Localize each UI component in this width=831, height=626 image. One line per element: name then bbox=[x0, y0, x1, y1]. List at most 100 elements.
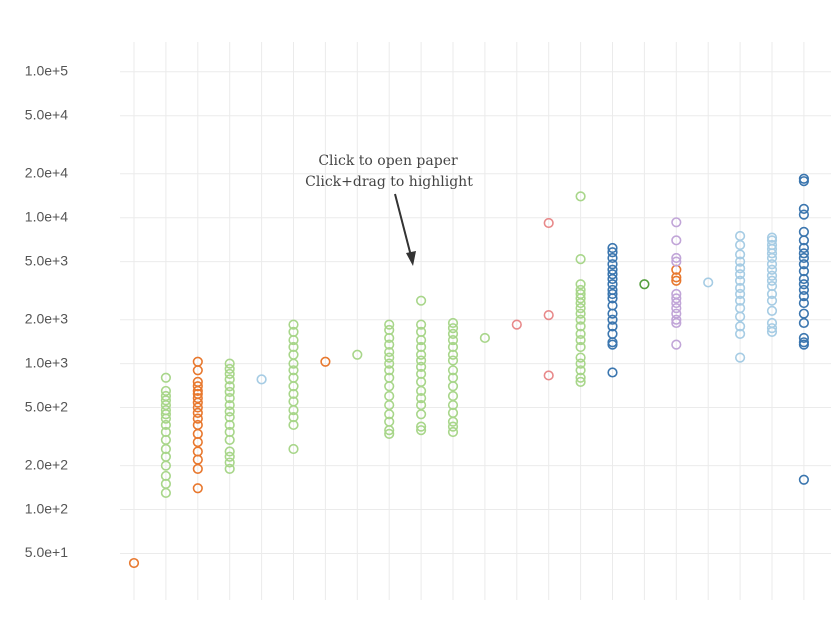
point bbox=[575, 297, 586, 309]
point bbox=[575, 376, 586, 387]
point bbox=[447, 328, 459, 339]
point bbox=[798, 209, 810, 220]
point bbox=[192, 402, 203, 413]
point bbox=[734, 328, 746, 339]
point bbox=[798, 297, 810, 309]
point bbox=[575, 308, 586, 319]
point bbox=[734, 269, 746, 280]
point bbox=[416, 334, 427, 346]
point bbox=[607, 242, 618, 254]
point bbox=[607, 321, 618, 332]
point bbox=[192, 365, 203, 376]
point bbox=[192, 397, 203, 408]
point bbox=[192, 413, 203, 424]
point bbox=[766, 295, 778, 306]
point bbox=[607, 259, 618, 270]
point bbox=[416, 409, 427, 420]
point bbox=[224, 457, 235, 468]
point bbox=[160, 385, 171, 397]
point bbox=[447, 365, 459, 376]
point bbox=[288, 405, 299, 416]
y-tick-label: 1.0e+2 bbox=[25, 500, 68, 516]
point bbox=[607, 367, 618, 378]
point bbox=[671, 303, 682, 314]
point bbox=[798, 474, 810, 485]
point bbox=[160, 395, 171, 406]
point bbox=[798, 284, 810, 296]
point bbox=[192, 436, 203, 448]
y-tick-label: 5.0e+3 bbox=[25, 252, 68, 268]
point bbox=[160, 409, 171, 420]
point bbox=[798, 248, 810, 259]
point bbox=[224, 463, 235, 474]
point bbox=[224, 434, 235, 446]
point bbox=[416, 355, 427, 366]
point bbox=[734, 321, 746, 332]
annotation-line: Click+drag to highlight bbox=[305, 174, 473, 190]
point bbox=[192, 407, 203, 418]
point bbox=[479, 332, 491, 344]
point bbox=[575, 254, 586, 265]
point bbox=[224, 406, 235, 417]
point bbox=[575, 321, 586, 332]
point bbox=[671, 317, 682, 329]
point bbox=[160, 372, 171, 383]
point bbox=[447, 416, 459, 427]
point bbox=[224, 374, 235, 385]
point bbox=[288, 388, 299, 400]
point bbox=[447, 355, 459, 366]
point bbox=[352, 349, 363, 360]
point bbox=[447, 341, 459, 353]
point bbox=[447, 381, 459, 392]
y-tick-label: 1.0e+4 bbox=[25, 208, 68, 224]
point bbox=[703, 277, 714, 288]
point bbox=[575, 314, 586, 325]
point bbox=[639, 279, 650, 290]
point bbox=[798, 291, 810, 302]
point bbox=[384, 346, 395, 358]
point bbox=[607, 308, 618, 319]
y-tick-label: 2.0e+2 bbox=[25, 456, 68, 472]
point bbox=[798, 279, 810, 290]
point bbox=[416, 425, 427, 436]
point bbox=[224, 368, 235, 380]
point bbox=[734, 288, 746, 300]
y-tick-label: 2.0e+3 bbox=[25, 310, 68, 326]
point bbox=[798, 332, 810, 344]
point bbox=[798, 235, 810, 246]
point bbox=[575, 334, 586, 346]
point bbox=[575, 191, 586, 202]
point bbox=[447, 421, 459, 432]
point bbox=[224, 358, 235, 369]
point bbox=[766, 248, 778, 259]
point bbox=[447, 399, 459, 411]
point bbox=[192, 385, 203, 397]
point bbox=[766, 305, 778, 316]
point bbox=[671, 252, 682, 264]
point bbox=[384, 409, 395, 420]
point bbox=[384, 425, 395, 436]
y-tick-label: 1.0e+3 bbox=[25, 354, 68, 370]
point bbox=[575, 328, 586, 339]
point bbox=[671, 272, 682, 283]
point bbox=[288, 365, 299, 376]
point bbox=[160, 487, 171, 499]
point bbox=[447, 334, 459, 346]
point bbox=[224, 451, 235, 462]
point bbox=[416, 319, 427, 330]
point bbox=[671, 217, 682, 228]
point bbox=[384, 352, 395, 363]
point bbox=[766, 323, 778, 334]
point bbox=[766, 259, 778, 270]
point bbox=[543, 370, 554, 381]
point bbox=[671, 256, 682, 267]
point bbox=[384, 428, 395, 439]
point bbox=[192, 381, 203, 392]
point bbox=[734, 249, 746, 260]
point bbox=[256, 374, 267, 385]
point bbox=[192, 463, 203, 474]
point bbox=[224, 399, 235, 411]
point bbox=[607, 314, 618, 325]
point bbox=[607, 252, 618, 264]
